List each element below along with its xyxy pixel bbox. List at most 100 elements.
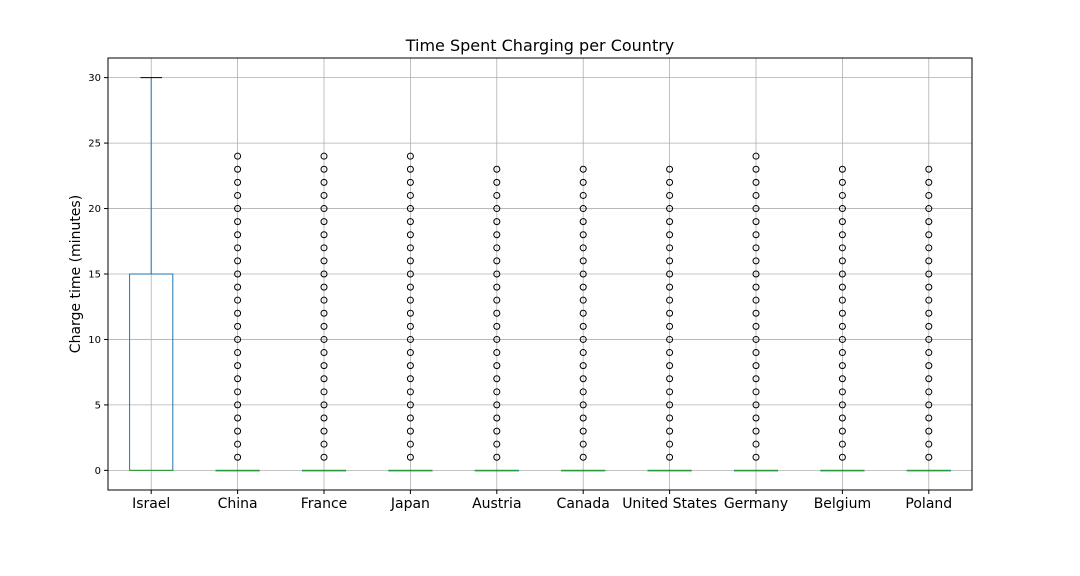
outlier-point xyxy=(666,191,674,199)
box-group xyxy=(474,469,519,472)
outlier-point xyxy=(234,270,242,278)
outlier-point xyxy=(406,205,414,213)
outlier-point xyxy=(579,401,587,409)
outlier-point xyxy=(320,362,328,370)
outlier-point xyxy=(925,335,933,343)
y-tick-label: 30 xyxy=(88,73,101,84)
outlier-point xyxy=(752,296,760,304)
outlier-point xyxy=(666,244,674,252)
outlier-point xyxy=(752,362,760,370)
outlier-point xyxy=(925,427,933,435)
x-tick-label: France xyxy=(301,496,348,512)
outlier-point xyxy=(406,375,414,383)
outlier-point xyxy=(493,244,501,252)
box-group xyxy=(820,469,865,472)
y-tick-label: 5 xyxy=(95,400,101,411)
outlier-point xyxy=(666,218,674,226)
outlier-point xyxy=(752,191,760,199)
outlier-point xyxy=(579,414,587,422)
outlier-point xyxy=(406,244,414,252)
outlier-point xyxy=(752,244,760,252)
outlier-point xyxy=(320,191,328,199)
outlier-point xyxy=(666,349,674,357)
outlier-point xyxy=(666,165,674,173)
outlier-point xyxy=(925,191,933,199)
outlier-point xyxy=(838,388,846,396)
outlier-point xyxy=(493,375,501,383)
outlier-point xyxy=(493,440,501,448)
outlier-point xyxy=(234,335,242,343)
outlier-point xyxy=(234,244,242,252)
outlier-point xyxy=(752,335,760,343)
outlier-point xyxy=(234,322,242,330)
outlier-point xyxy=(838,178,846,186)
outlier-point xyxy=(320,349,328,357)
outlier-point xyxy=(406,440,414,448)
chart-title: Time Spent Charging per Country xyxy=(405,36,675,55)
outlier-point xyxy=(234,453,242,461)
outlier-point xyxy=(752,414,760,422)
outlier-point xyxy=(925,205,933,213)
outlier-point xyxy=(406,178,414,186)
x-tick-label: Japan xyxy=(390,496,430,512)
outlier-point xyxy=(493,270,501,278)
outlier-point xyxy=(406,309,414,317)
box-group xyxy=(561,469,606,472)
outlier-point xyxy=(666,296,674,304)
outlier-point xyxy=(838,270,846,278)
outlier-point xyxy=(666,388,674,396)
outlier-point xyxy=(838,322,846,330)
outlier-point xyxy=(493,218,501,226)
outlier-point xyxy=(320,152,328,160)
outlier-point xyxy=(666,440,674,448)
outlier-point xyxy=(579,388,587,396)
outlier-point xyxy=(752,270,760,278)
outlier-point xyxy=(752,178,760,186)
outlier-point xyxy=(666,453,674,461)
outlier-point xyxy=(406,152,414,160)
x-tick-label: Belgium xyxy=(814,496,871,512)
y-tick-label: 0 xyxy=(95,466,101,477)
outlier-point xyxy=(234,309,242,317)
outlier-point xyxy=(838,375,846,383)
outlier-point xyxy=(320,401,328,409)
outlier-point xyxy=(925,231,933,239)
outlier-point xyxy=(752,427,760,435)
outlier-point xyxy=(234,414,242,422)
outlier-point xyxy=(320,388,328,396)
y-tick-label: 10 xyxy=(88,335,101,346)
outlier-point xyxy=(320,231,328,239)
outlier-point xyxy=(320,322,328,330)
x-tick-label: Austria xyxy=(472,496,521,512)
outlier-point xyxy=(838,453,846,461)
outlier-point xyxy=(579,427,587,435)
outlier-point xyxy=(406,231,414,239)
outlier-point xyxy=(925,349,933,357)
box-group xyxy=(129,77,174,471)
y-axis-label: Charge time (minutes) xyxy=(68,195,84,353)
y-axis-ticks: 0 5 10 15 20 25 30 xyxy=(88,73,108,477)
outlier-point xyxy=(838,165,846,173)
outlier-point xyxy=(838,414,846,422)
outlier-point xyxy=(579,205,587,213)
outlier-point xyxy=(493,283,501,291)
outlier-point xyxy=(406,257,414,265)
x-tick-label: Poland xyxy=(905,496,952,512)
outlier-point xyxy=(925,257,933,265)
box-group xyxy=(647,469,692,472)
outlier-point xyxy=(666,231,674,239)
outlier-point xyxy=(752,388,760,396)
outlier-point xyxy=(493,349,501,357)
outlier-point xyxy=(666,362,674,370)
outlier-point xyxy=(234,427,242,435)
outlier-point xyxy=(493,453,501,461)
outlier-point xyxy=(320,283,328,291)
outlier-point xyxy=(925,375,933,383)
outlier-point xyxy=(838,427,846,435)
outlier-point xyxy=(579,231,587,239)
outlier-point xyxy=(838,335,846,343)
outlier-point xyxy=(666,414,674,422)
outlier-point xyxy=(752,231,760,239)
outlier-point xyxy=(925,362,933,370)
